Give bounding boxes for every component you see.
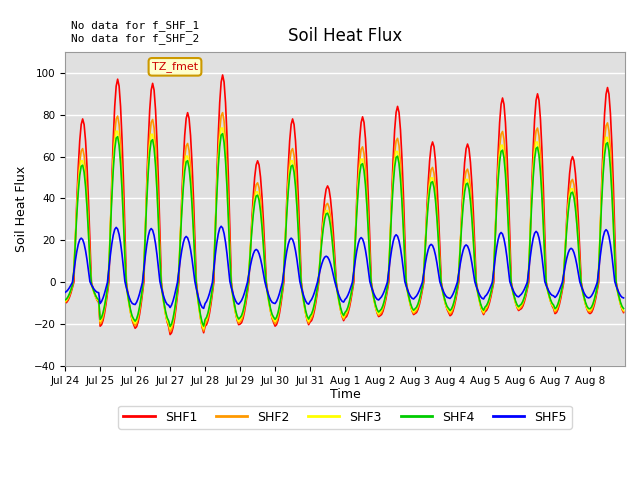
SHF3 [620,307,627,313]
SHF2 [98,319,106,324]
SHF2 [61,299,69,305]
SHF1 [61,300,69,306]
SHF4 [80,169,88,175]
SHF5 [618,294,626,300]
SHF4 [545,293,553,299]
Text: TZ_fmet: TZ_fmet [152,61,198,72]
SHF3 [80,166,88,172]
SHF4 [618,303,626,309]
SHF3 [61,298,69,304]
SHF5 [620,295,627,301]
SHF5 [218,223,225,229]
SHF1 [219,72,227,78]
SHF5 [545,289,553,295]
SHF5 [200,305,207,311]
Line: SHF3: SHF3 [65,128,623,329]
SHF3 [462,177,470,182]
SHF1 [618,307,626,312]
Legend: SHF1, SHF2, SHF3, SHF4, SHF5: SHF1, SHF2, SHF3, SHF4, SHF5 [118,406,572,429]
Text: No data for f_SHF_1
No data for f_SHF_2: No data for f_SHF_1 No data for f_SHF_2 [71,21,199,44]
SHF4 [620,306,627,312]
SHF1 [98,322,106,327]
SHF5 [98,299,106,304]
Title: Soil Heat Flux: Soil Heat Flux [288,27,402,45]
SHF4 [166,324,174,329]
SHF2 [620,309,627,314]
SHF3 [219,125,227,131]
SHF2 [462,168,470,174]
SHF1 [462,146,470,152]
SHF3 [545,294,553,300]
Y-axis label: Soil Heat Flux: Soil Heat Flux [15,166,28,252]
Line: SHF5: SHF5 [65,226,623,308]
SHF1 [351,237,359,242]
SHF2 [351,236,359,242]
Line: SHF2: SHF2 [65,113,623,332]
SHF4 [351,238,359,243]
SHF1 [620,310,627,315]
SHF4 [462,181,470,187]
SHF1 [545,293,553,299]
SHF1 [80,121,88,127]
X-axis label: Time: Time [330,388,360,401]
SHF4 [98,314,106,320]
SHF5 [61,289,69,295]
SHF2 [80,153,88,158]
SHF4 [219,131,227,136]
SHF5 [351,257,359,263]
SHF2 [545,294,553,300]
SHF2 [618,306,626,312]
SHF2 [219,110,227,116]
SHF2 [166,329,174,335]
SHF3 [98,316,106,322]
Line: SHF4: SHF4 [65,133,623,326]
SHF3 [351,232,359,238]
SHF1 [166,332,174,337]
SHF4 [61,297,69,303]
Line: SHF1: SHF1 [65,75,623,335]
SHF5 [462,242,470,248]
SHF3 [618,305,626,311]
SHF5 [80,241,88,247]
SHF3 [166,326,174,332]
